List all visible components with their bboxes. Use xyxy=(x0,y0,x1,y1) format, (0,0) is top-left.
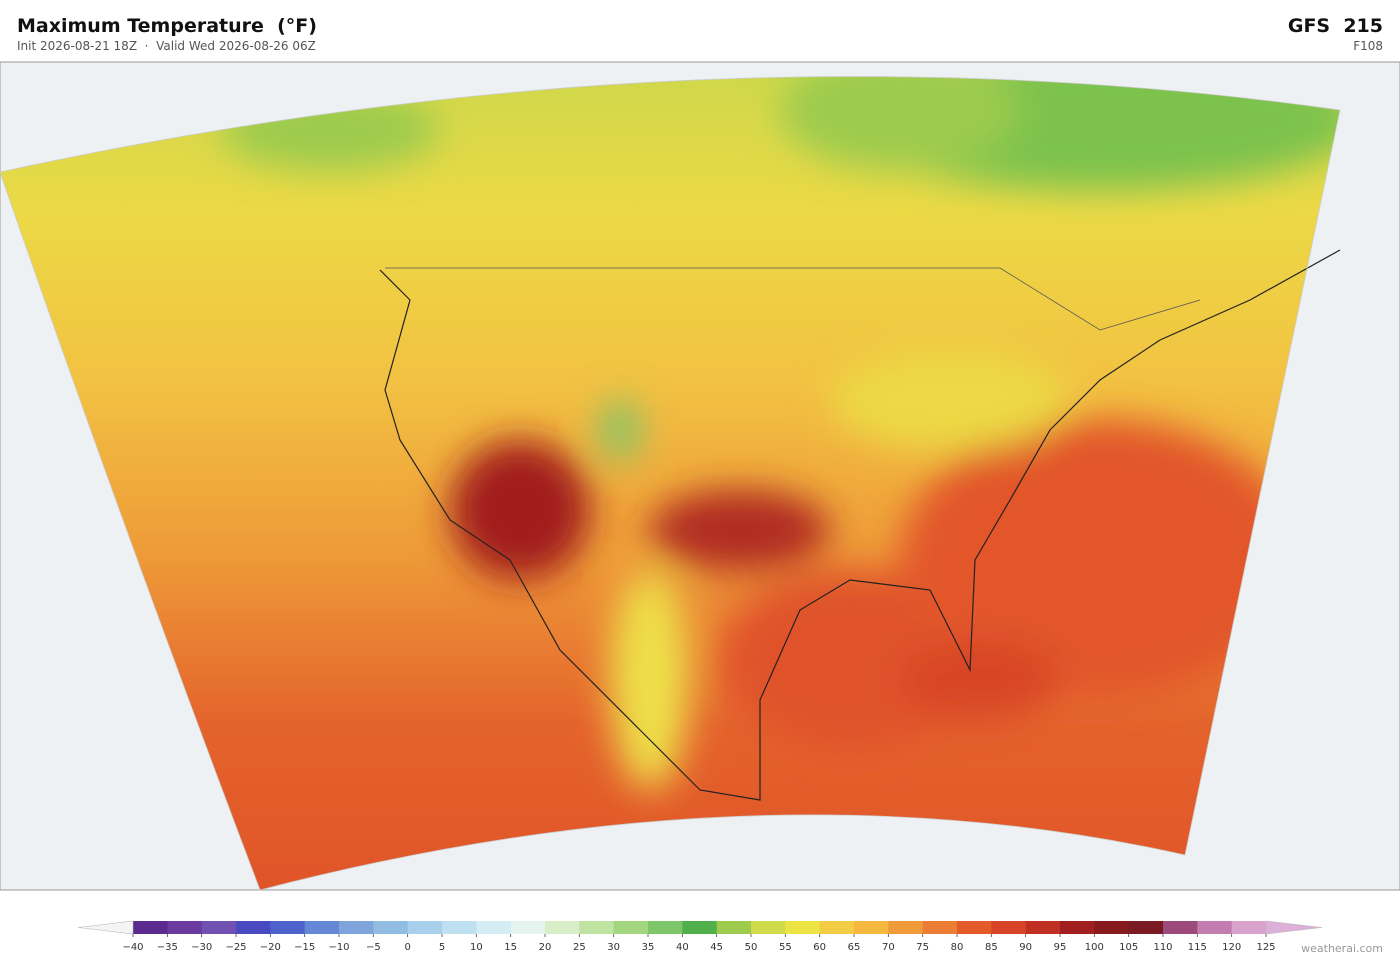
colorbar-segment xyxy=(545,921,580,934)
colorbar-tick-label: 105 xyxy=(1119,942,1138,953)
colorbar-segment xyxy=(613,921,649,934)
temperature-field xyxy=(0,76,1340,890)
colorbar-segment xyxy=(751,921,786,934)
colorbar-segment xyxy=(339,921,374,934)
colorbar-segment xyxy=(888,921,924,934)
colorbar-segment xyxy=(1163,921,1198,934)
colorbar-tick-label: −40 xyxy=(122,942,143,953)
colorbar-segment xyxy=(716,921,752,934)
coastline xyxy=(379,249,1341,801)
colorbar-tick-label: 100 xyxy=(1085,942,1104,953)
colorbar-tick-label: 55 xyxy=(779,942,792,953)
colorbar-tick-label: 10 xyxy=(470,942,483,953)
colorbar-tick-label: −5 xyxy=(366,942,381,953)
colorbar-tick-label: 125 xyxy=(1256,942,1275,953)
colorbar-segment xyxy=(236,921,271,934)
colorbar-segment xyxy=(1197,921,1233,934)
colorbar-segment xyxy=(1231,921,1267,934)
colorbar-segment xyxy=(957,921,992,934)
colorbar-tick-label: 80 xyxy=(951,942,964,953)
colorbar-tick-label: 90 xyxy=(1019,942,1032,953)
colorbar-segment xyxy=(579,921,615,934)
colorbar-tick-label: −35 xyxy=(157,942,178,953)
colorbar-tick-label: 15 xyxy=(504,942,517,953)
colorbar-segment xyxy=(991,921,1027,934)
colorbar-tick-label: 65 xyxy=(848,942,861,953)
colorbar-tick-label: −15 xyxy=(294,942,315,953)
model: GFS 215 xyxy=(1287,15,1383,37)
colorbar-segment xyxy=(1094,921,1130,934)
colorbar-tick-label: 70 xyxy=(882,942,895,953)
colorbar-segment xyxy=(682,921,718,934)
colorbar-tick-label: 60 xyxy=(813,942,826,953)
colorbar-segment xyxy=(133,921,168,934)
forecast-hour: F108 xyxy=(1353,39,1383,53)
colorbar-segment xyxy=(304,921,340,934)
colorbar-tick-label: 85 xyxy=(985,942,998,953)
colorbar-tick-label: 45 xyxy=(710,942,723,953)
colorbar-tick-label: −20 xyxy=(260,942,281,953)
colorbar-segment xyxy=(510,921,546,934)
domain-outline xyxy=(0,76,1341,891)
colorbar-segment xyxy=(442,921,477,934)
colorbar-tick-label: 25 xyxy=(573,942,586,953)
colorbar-tick-label: 50 xyxy=(745,942,758,953)
colorbar-tick-label: 75 xyxy=(916,942,929,953)
colorbar-tick-label: 95 xyxy=(1054,942,1067,953)
colorbar-tick-label: 0 xyxy=(404,942,410,953)
colorbar-segment xyxy=(201,921,237,934)
colorbar-tick-label: 110 xyxy=(1153,942,1172,953)
title: Maximum Temperature (°F) xyxy=(17,15,317,37)
colorbar-segment xyxy=(922,921,958,934)
colorbar-over xyxy=(1265,920,1323,935)
colorbar-segment xyxy=(407,921,443,934)
colorbar-tick-label: 115 xyxy=(1188,942,1207,953)
border xyxy=(385,267,1201,331)
colorbar-tick-label: −30 xyxy=(191,942,212,953)
colorbar-tick-label: 20 xyxy=(539,942,552,953)
colorbar-tick-label: 40 xyxy=(676,942,689,953)
colorbar-segment xyxy=(167,921,203,934)
colorbar-segment xyxy=(648,921,683,934)
colorbar-tick-label: 120 xyxy=(1222,942,1241,953)
colorbar-segment xyxy=(854,921,889,934)
colorbar-segment xyxy=(1025,921,1061,934)
colorbar-tick-label: 5 xyxy=(439,942,445,953)
colorbar-tick-label: 30 xyxy=(607,942,620,953)
colorbar-segment xyxy=(476,921,512,934)
colorbar-under xyxy=(77,920,134,935)
colorbar-segment xyxy=(785,921,821,934)
credit: weatherai.com xyxy=(1301,942,1383,955)
colorbar-segment xyxy=(1060,921,1095,934)
colorbar-segment xyxy=(819,921,855,934)
subtitle: Init 2026-08-21 18Z · Valid Wed 2026-08-… xyxy=(17,39,316,53)
colorbar-tick-label: 35 xyxy=(642,942,655,953)
colorbar: −40 −35 −30 −25 −20 −15 −10 −5 0 5 10 15 20 25 30 35 40 4… xyxy=(77,920,1323,953)
colorbar-segment xyxy=(1128,921,1164,934)
colorbar-segment xyxy=(373,921,409,934)
colorbar-tick-label: −25 xyxy=(225,942,246,953)
colorbar-tick-label: −10 xyxy=(328,942,349,953)
colorbar-segment xyxy=(270,921,306,934)
